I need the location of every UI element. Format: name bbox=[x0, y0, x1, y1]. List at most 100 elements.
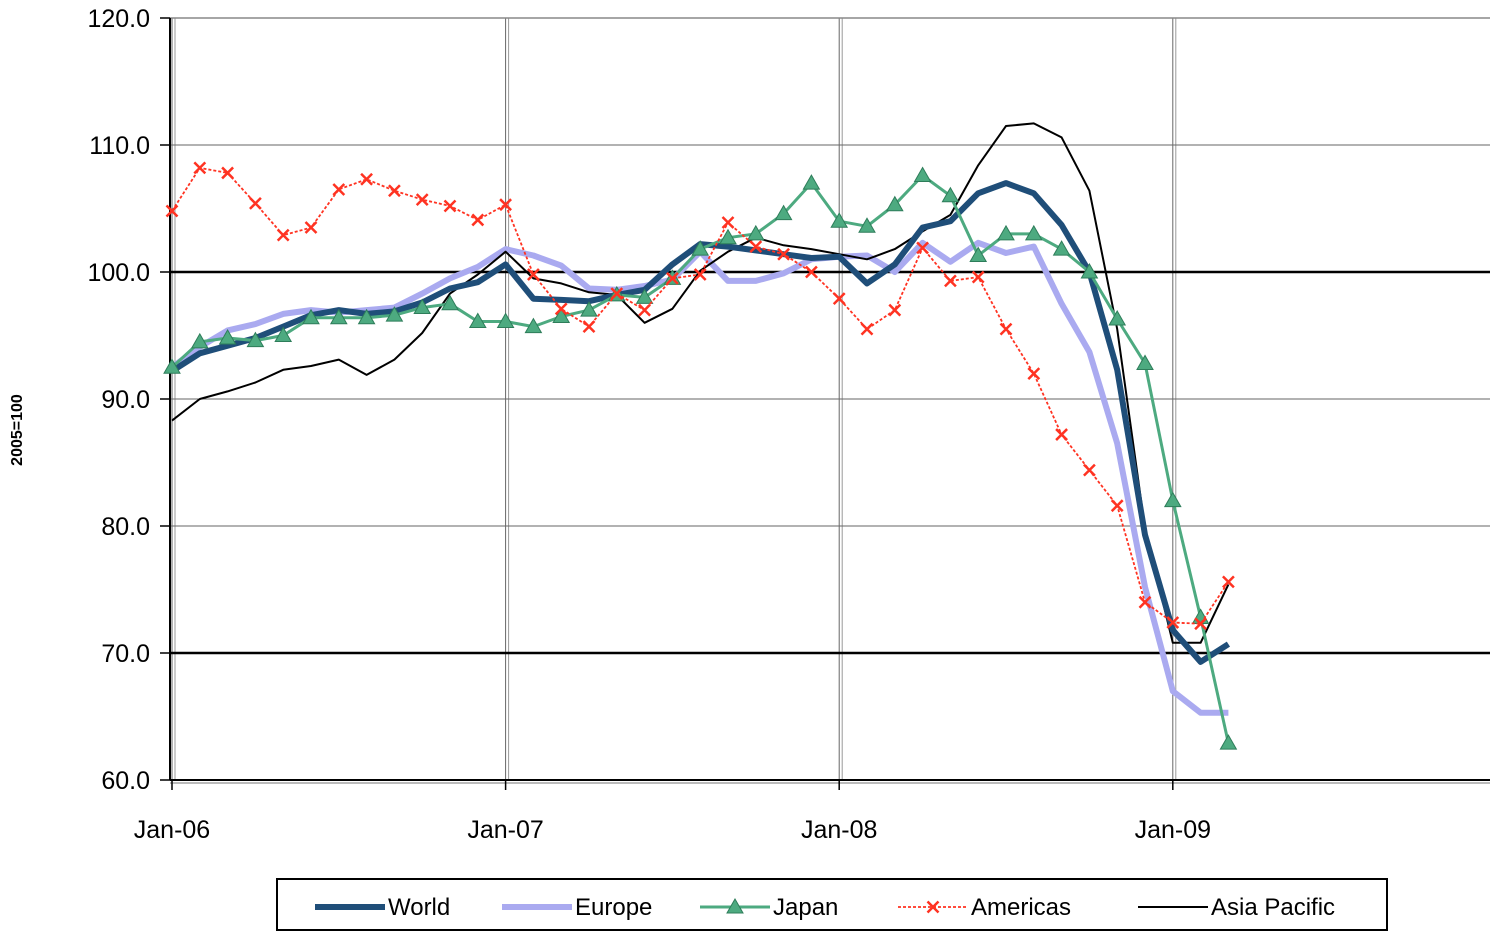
data-point bbox=[302, 308, 320, 325]
data-point bbox=[610, 287, 624, 300]
data-point bbox=[774, 204, 793, 221]
series-japan bbox=[163, 166, 1238, 750]
series-lines bbox=[163, 122, 1238, 750]
data-point bbox=[360, 172, 373, 186]
data-point bbox=[193, 161, 207, 175]
legend: World Europe Japan Americas Asia Pacific bbox=[276, 878, 1388, 931]
y-tick-label: 90.0 bbox=[101, 386, 150, 414]
data-point bbox=[1024, 224, 1043, 241]
data-point bbox=[944, 274, 957, 288]
data-point bbox=[999, 322, 1013, 336]
x-tick-label: Jan-06 bbox=[134, 816, 210, 844]
legend-item-world: World bbox=[315, 894, 450, 921]
y-tick-label: 80.0 bbox=[101, 513, 150, 541]
data-point bbox=[693, 268, 707, 281]
data-point bbox=[471, 213, 485, 227]
data-point bbox=[969, 246, 988, 262]
series-line bbox=[171, 122, 1230, 644]
data-point bbox=[1055, 428, 1068, 441]
data-point bbox=[1052, 240, 1071, 256]
data-point bbox=[190, 332, 209, 349]
data-point bbox=[635, 288, 654, 304]
data-point bbox=[805, 265, 818, 279]
data-point bbox=[1080, 262, 1099, 279]
data-point bbox=[749, 240, 763, 253]
data-point bbox=[997, 224, 1015, 241]
data-point bbox=[832, 292, 846, 306]
data-point bbox=[913, 166, 932, 182]
y-axis-label: 2005=100 bbox=[9, 394, 26, 466]
x-tick-label: Jan-09 bbox=[1135, 816, 1211, 844]
legend-label: Japan bbox=[773, 894, 838, 921]
data-point bbox=[860, 322, 874, 336]
data-point bbox=[527, 268, 540, 281]
series-asia-pacific bbox=[171, 122, 1230, 644]
data-point bbox=[413, 298, 432, 315]
data-point bbox=[388, 184, 401, 198]
data-point bbox=[221, 166, 234, 180]
data-point bbox=[218, 329, 237, 345]
data-point bbox=[858, 217, 876, 233]
grid bbox=[170, 17, 1490, 780]
data-point bbox=[468, 312, 487, 329]
data-point bbox=[666, 271, 679, 285]
data-point bbox=[415, 193, 429, 206]
data-point bbox=[499, 198, 512, 212]
data-point bbox=[1219, 734, 1238, 750]
data-point bbox=[276, 228, 290, 242]
data-point bbox=[441, 294, 459, 311]
data-point bbox=[246, 331, 265, 348]
data-point bbox=[165, 204, 179, 218]
legend-box bbox=[276, 878, 1388, 931]
data-point bbox=[777, 247, 790, 261]
series-line bbox=[170, 174, 1230, 744]
data-point bbox=[385, 306, 404, 322]
axes bbox=[160, 17, 1490, 790]
x-tick-label: Jan-08 bbox=[801, 816, 877, 844]
legend-item-asia-pacific: Asia Pacific bbox=[1138, 894, 1335, 921]
legend-item-americas: Americas bbox=[898, 894, 1071, 921]
data-point bbox=[1108, 309, 1127, 326]
data-point bbox=[552, 307, 571, 323]
data-point bbox=[1136, 354, 1154, 370]
data-point bbox=[638, 303, 651, 317]
data-point bbox=[941, 186, 960, 203]
legend-label: World bbox=[388, 894, 450, 921]
data-point bbox=[1163, 491, 1182, 508]
data-point bbox=[443, 199, 457, 213]
data-point bbox=[885, 195, 904, 212]
data-point bbox=[1027, 367, 1041, 380]
data-point bbox=[830, 212, 849, 228]
data-point bbox=[582, 320, 596, 333]
data-point bbox=[554, 302, 568, 316]
data-point bbox=[971, 270, 985, 284]
data-point bbox=[163, 358, 181, 374]
data-point bbox=[721, 216, 735, 229]
legend-item-japan: Japan bbox=[700, 894, 838, 921]
data-point bbox=[916, 241, 929, 255]
data-point bbox=[1222, 575, 1235, 589]
data-point bbox=[1110, 499, 1124, 513]
data-point bbox=[274, 326, 293, 342]
data-point bbox=[1083, 463, 1096, 477]
data-point bbox=[746, 224, 765, 241]
data-point bbox=[524, 317, 543, 334]
data-point bbox=[332, 183, 346, 196]
data-point bbox=[1191, 608, 1210, 624]
tick-labels: Jan-06 Jan-07 Jan-08 Jan-09 60.0 70.0 80.0 90.0… bbox=[87, 5, 1211, 844]
data-point bbox=[691, 240, 710, 256]
data-point bbox=[1138, 595, 1152, 609]
legend-label: Americas bbox=[971, 894, 1071, 921]
x-tick-label: Jan-07 bbox=[467, 816, 543, 844]
data-point bbox=[249, 197, 262, 210]
series-americas bbox=[165, 161, 1235, 631]
legend-label: Asia Pacific bbox=[1211, 894, 1335, 921]
data-point bbox=[888, 303, 902, 317]
data-point bbox=[304, 221, 318, 234]
legend-item-europe: Europe bbox=[502, 894, 652, 921]
data-point bbox=[357, 308, 376, 325]
data-point bbox=[719, 228, 737, 245]
data-point bbox=[926, 900, 940, 914]
data-point bbox=[580, 301, 598, 317]
